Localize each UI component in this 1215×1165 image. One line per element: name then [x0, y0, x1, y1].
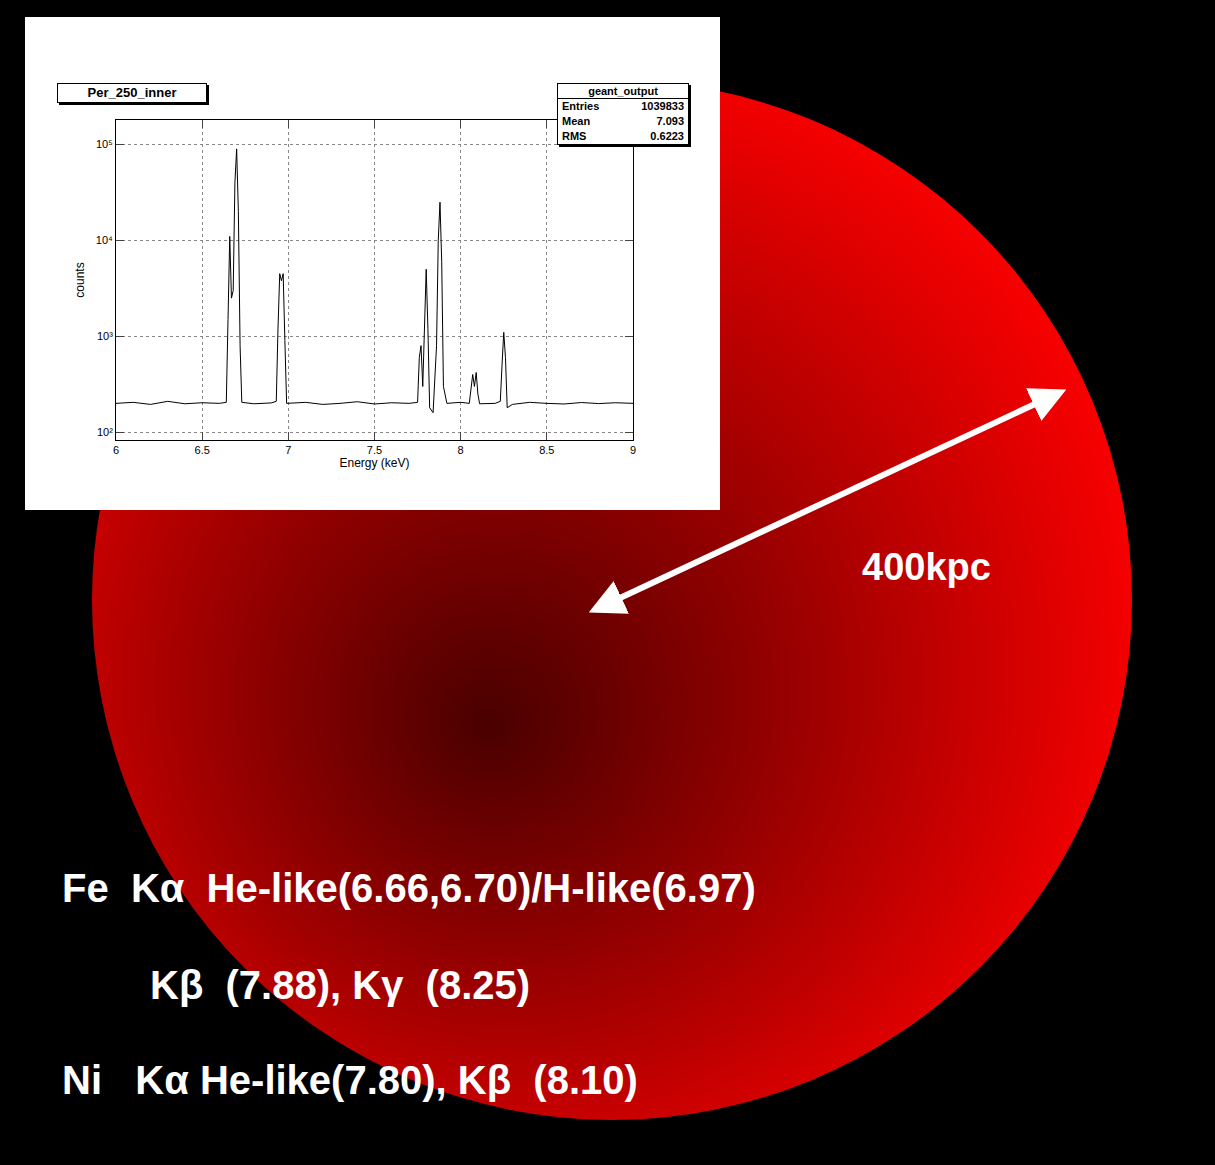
svg-text:7: 7: [285, 444, 291, 456]
html-text:Fe Kα He-like(6.66,6.70)/H-lik: Fe Kα He-like(6.66,6.70)/H-like(6.97): [62, 866, 756, 910]
html-text:Mean: Mean: [562, 115, 591, 127]
svg-text:9: 9: [630, 444, 636, 456]
html-text:Per_250_inner: Per_250_inner: [87, 85, 177, 100]
html-text:Kβ (7.88), Kγ (8.25): Kβ (7.88), Kγ (8.25): [150, 963, 531, 1007]
svg-text:10²: 10²: [97, 426, 113, 438]
svg-text:10⁴: 10⁴: [96, 234, 113, 246]
html-text:0.6223: 0.6223: [650, 130, 684, 142]
html-text:Ni Kα He-like(7.80), Kβ (8.10): Ni Kα He-like(7.80), Kβ (8.10): [62, 1058, 638, 1102]
svg-text:Energy (keV): Energy (keV): [339, 456, 409, 470]
html-text:Entries: Entries: [562, 100, 600, 112]
svg-text:8: 8: [458, 444, 464, 456]
html-text:7.093: 7.093: [656, 115, 684, 127]
svg-text:10³: 10³: [97, 330, 113, 342]
html-text:RMS: RMS: [562, 130, 587, 142]
svg-text:10⁵: 10⁵: [96, 138, 113, 150]
svg-text:7.5: 7.5: [367, 444, 382, 456]
svg-text:counts: counts: [73, 262, 87, 297]
svg-text:6.5: 6.5: [195, 444, 210, 456]
svg-text:6: 6: [113, 444, 119, 456]
svg-text:8.5: 8.5: [539, 444, 554, 456]
html-text:1039833: 1039833: [641, 100, 684, 112]
html-text:400kpc: 400kpc: [862, 546, 991, 588]
html-text:geant_output: geant_output: [588, 85, 658, 97]
